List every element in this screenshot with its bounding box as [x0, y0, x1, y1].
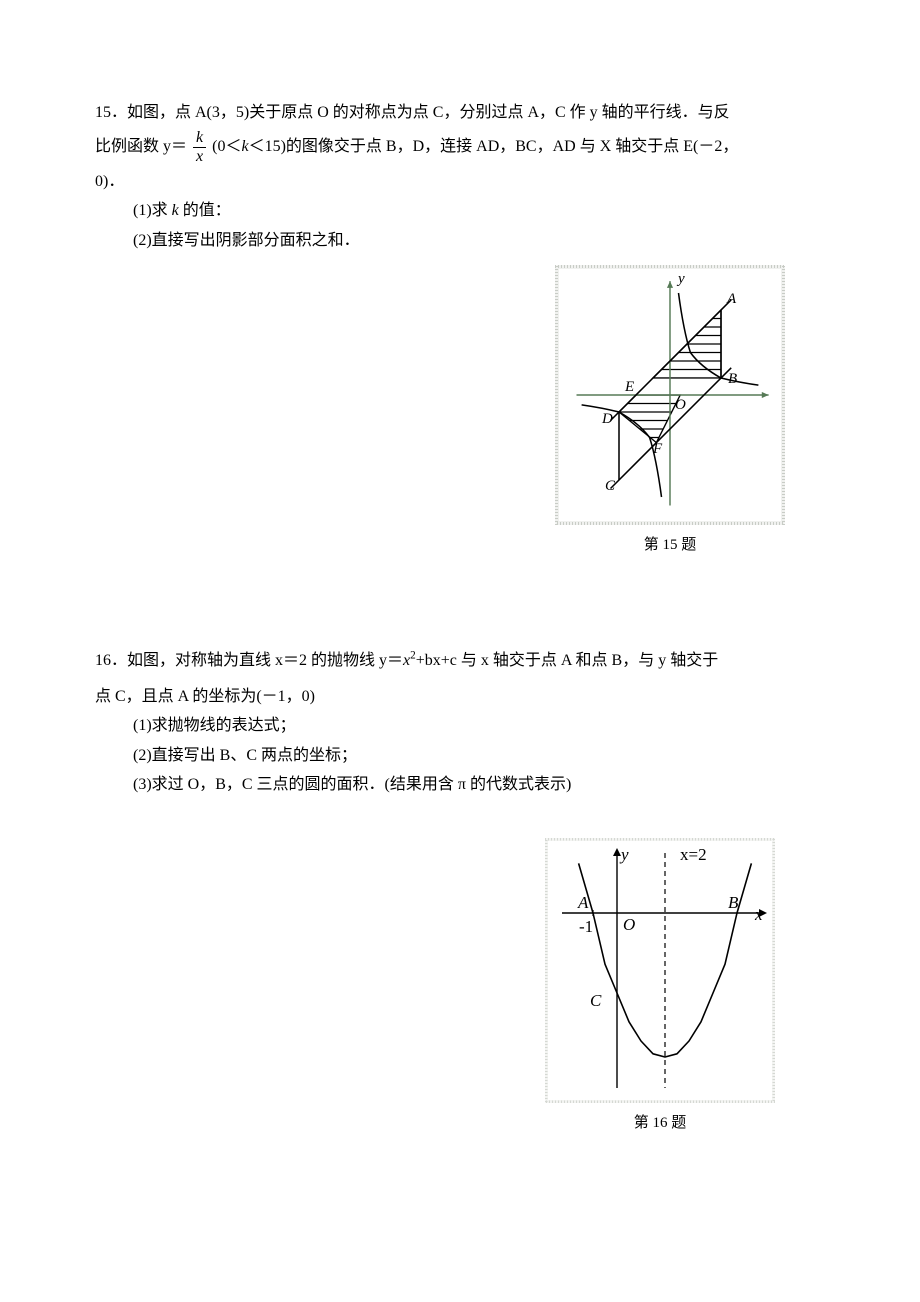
- svg-text:-1: -1: [579, 917, 593, 936]
- p15-t2b: (0＜: [212, 138, 241, 155]
- p15-figure-wrap: y A B E O D F C 第 15 题: [95, 265, 825, 558]
- p16-figure-wrap: y x=2 A B x O -1 C 第 16 题: [95, 838, 825, 1136]
- svg-text:O: O: [675, 397, 686, 413]
- problem-16: 16．如图，对称轴为直线 x＝2 的抛物线 y＝x2+bx+c 与 x 轴交于点…: [95, 648, 825, 1136]
- p15-line2: 比例函数 y＝ k x (0＜k＜15)的图像交于点 B，D，连接 AD，BC，…: [95, 130, 825, 165]
- p15-q1b: 的值：: [179, 202, 231, 219]
- svg-text:E: E: [624, 379, 634, 395]
- var-k2: k: [172, 202, 179, 219]
- p16-q1t: (1)求抛物线的表达式；: [133, 717, 296, 734]
- p15-q2t: (2)直接写出阴影部分面积之和．: [133, 232, 360, 249]
- p16-line1: 16．如图，对称轴为直线 x＝2 的抛物线 y＝x2+bx+c 与 x 轴交于点…: [95, 648, 825, 674]
- svg-text:A: A: [577, 893, 589, 912]
- svg-text:B: B: [728, 371, 737, 387]
- p15-q1a: (1)求: [133, 202, 172, 219]
- p15-t2a: 比例函数 y＝: [95, 138, 187, 155]
- svg-text:F: F: [652, 441, 663, 457]
- p16-t1a: 16．如图，对称轴为直线 x＝2 的抛物线 y＝: [95, 652, 403, 669]
- p16-svg: y x=2 A B x O -1 C: [545, 838, 775, 1103]
- frac-num: k: [193, 130, 206, 148]
- p16-t2: 点 C，且点 A 的坐标为(－1，0): [95, 688, 315, 705]
- p15-line3: 0)．: [95, 169, 825, 195]
- p15-svg: y A B E O D F C: [555, 265, 785, 525]
- p16-line2: 点 C，且点 A 的坐标为(－1，0): [95, 684, 825, 710]
- p15-line1: 15．如图，点 A(3，5)关于原点 O 的对称点为点 C，分别过点 A，C 作…: [95, 100, 825, 126]
- p15-t1: 15．如图，点 A(3，5)关于原点 O 的对称点为点 C，分别过点 A，C 作…: [95, 104, 730, 121]
- fraction: k x: [193, 130, 206, 165]
- p15-q1: (1)求 k 的值：: [95, 198, 825, 224]
- p16-figure: y x=2 A B x O -1 C 第 16 题: [545, 838, 775, 1135]
- svg-text:x: x: [754, 905, 763, 924]
- svg-text:C: C: [605, 478, 616, 494]
- p15-q2: (2)直接写出阴影部分面积之和．: [95, 228, 825, 254]
- svg-text:A: A: [726, 291, 737, 307]
- p15-caption: 第 15 题: [555, 533, 785, 557]
- p16-caption: 第 16 题: [545, 1111, 775, 1135]
- p16-t1b: +bx+c 与 x 轴交于点 A 和点 B，与 y 轴交于: [416, 652, 719, 669]
- p16-q2: (2)直接写出 B、C 两点的坐标；: [95, 743, 825, 769]
- svg-text:D: D: [601, 411, 613, 427]
- problem-15: 15．如图，点 A(3，5)关于原点 O 的对称点为点 C，分别过点 A，C 作…: [95, 100, 825, 558]
- svg-text:O: O: [623, 915, 635, 934]
- p15-figure: y A B E O D F C 第 15 题: [555, 265, 785, 557]
- svg-text:x=2: x=2: [680, 845, 707, 864]
- var-k: k: [241, 138, 248, 155]
- svg-text:B: B: [728, 893, 739, 912]
- svg-text:y: y: [676, 271, 685, 287]
- svg-text:C: C: [590, 991, 602, 1010]
- frac-den: x: [193, 148, 206, 165]
- svg-text:y: y: [619, 845, 629, 864]
- p16-q3: (3)求过 O，B，C 三点的圆的面积．(结果用含 π 的代数式表示): [95, 772, 825, 798]
- p16-q1: (1)求抛物线的表达式；: [95, 713, 825, 739]
- p16-q3t: (3)求过 O，B，C 三点的圆的面积．(结果用含 π 的代数式表示): [133, 776, 571, 793]
- p15-t3: 0)．: [95, 173, 124, 190]
- p16-q2t: (2)直接写出 B、C 两点的坐标；: [133, 747, 357, 764]
- p15-t2c: ＜15)的图像交于点 B，D，连接 AD，BC，AD 与 X 轴交于点 E(－2…: [249, 138, 739, 155]
